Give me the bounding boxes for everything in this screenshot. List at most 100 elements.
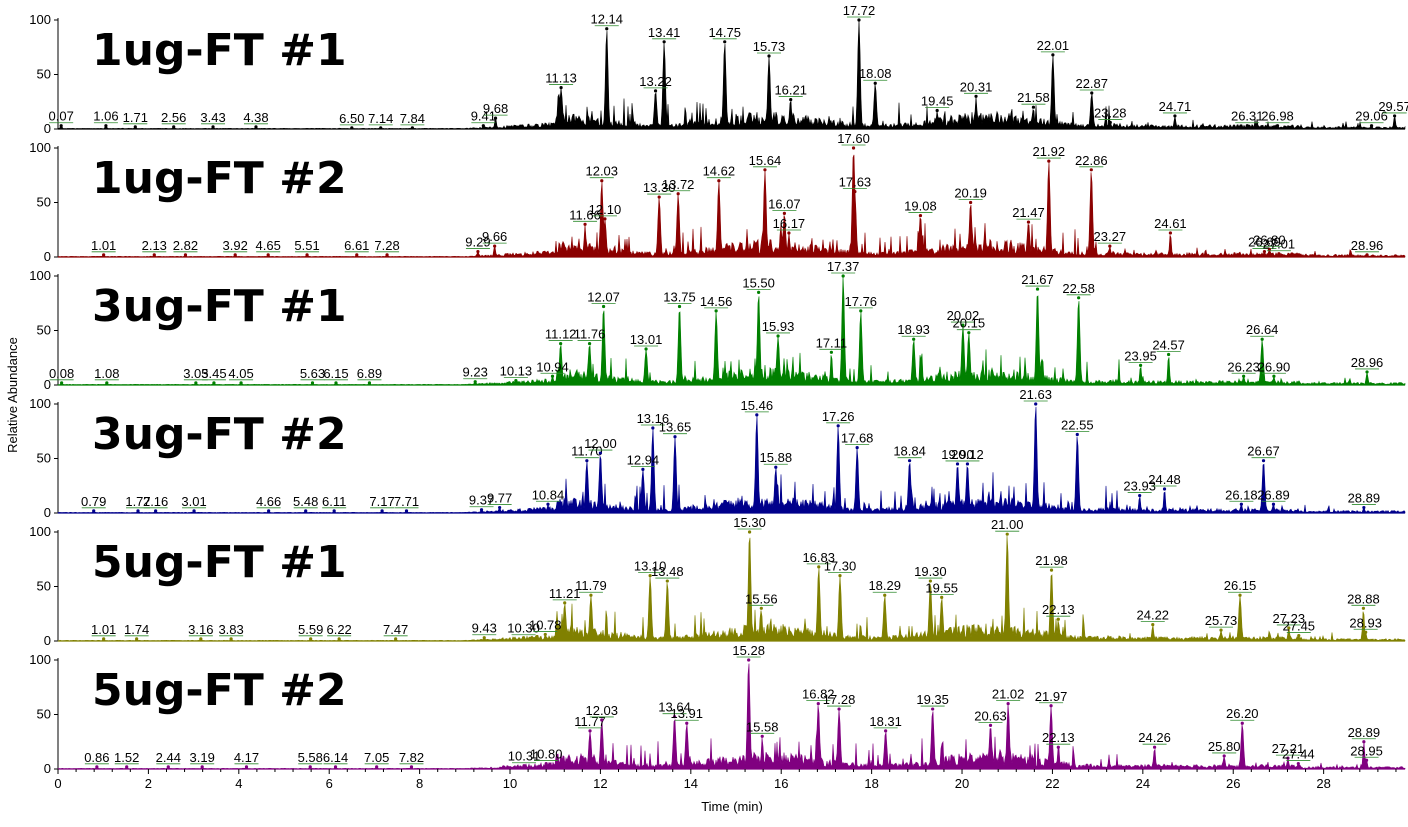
peak-label: 6.11 [322, 494, 346, 509]
peak-label: 22.86 [1075, 153, 1108, 168]
peak-label: 6.50 [339, 111, 364, 126]
chromatogram-panel: 0 50 100 1.01 2.13 2.82 3.92 4.65 5.51 6.61 7.28 9.… [29, 131, 1406, 264]
peak-label: 22.13 [1042, 602, 1075, 617]
peak-label: 14.62 [703, 164, 736, 179]
peak-label: 21.92 [1033, 144, 1066, 159]
peak-label: 21.97 [1035, 689, 1068, 704]
panel-title: 3ug-FT #1 [92, 281, 347, 332]
peak-label: 28.89 [1348, 725, 1381, 740]
peak-point [935, 108, 939, 113]
y-tick-label: 0 [44, 377, 51, 392]
peak-label: 11.79 [575, 578, 607, 593]
peak-point [1365, 253, 1369, 257]
x-tick-label: 0 [54, 776, 61, 791]
peak-point [1138, 363, 1143, 367]
peak-point [859, 309, 863, 313]
peak-label: 20.15 [953, 316, 986, 331]
peak-label: 24.22 [1137, 608, 1170, 623]
peak-label: 0.79 [81, 494, 106, 509]
peak-label: 1.08 [94, 366, 119, 381]
peak-label: 3.43 [200, 110, 225, 125]
peak-point [1267, 247, 1271, 251]
peak-point [884, 729, 888, 733]
peak-point [546, 502, 550, 506]
peak-label: 17.37 [827, 259, 860, 274]
chromatogram-panel: 0 50 100 0.86 1.52 2.44 3.19 4.17 5.58 6.14 7.05 7.… [29, 643, 1406, 776]
peak-point [304, 509, 308, 513]
peak-label: 9.66 [482, 229, 507, 244]
peak-point [1297, 633, 1301, 638]
peak-point [481, 124, 485, 128]
peak-point [851, 146, 856, 150]
peak-point [1277, 252, 1281, 256]
peak-label: 15.58 [746, 719, 779, 734]
peak-point [1361, 606, 1366, 610]
peak-point [1362, 740, 1366, 744]
peak-label: 5.48 [293, 494, 318, 509]
y-tick-label: 50 [37, 67, 51, 82]
peak-point [233, 253, 237, 257]
series-trace [57, 663, 1406, 770]
peak-label: 3.45 [201, 366, 226, 381]
peak-point [1108, 120, 1112, 125]
peak-label: 4.66 [256, 494, 281, 509]
peak-point [559, 85, 563, 90]
peak-label: 3.19 [190, 750, 215, 765]
peak-label: 18.84 [893, 444, 926, 459]
y-tick-label: 50 [37, 323, 51, 338]
peak-point [1222, 754, 1226, 758]
peak-label: 15.46 [741, 398, 774, 413]
peak-label: 9.68 [483, 101, 508, 116]
peak-label: 13.91 [670, 706, 703, 721]
peak-label: 28.96 [1351, 238, 1384, 253]
peak-label: 21.00 [991, 517, 1024, 532]
peak-label: 20.19 [954, 186, 987, 201]
x-tick-label: 2 [145, 776, 152, 791]
peak-point [135, 637, 139, 641]
peak-label: 10.30 [507, 621, 540, 636]
x-tick-label: 10 [503, 776, 517, 791]
peak-label: 1.01 [91, 622, 116, 637]
peak-point [1090, 91, 1094, 95]
peak-label: 5.58 [298, 750, 323, 765]
peak-label: 26.69 [1248, 235, 1281, 250]
peak-point [394, 637, 398, 641]
peak-point [136, 509, 140, 513]
peak-label: 9.23 [463, 365, 488, 380]
peak-label: 10.13 [500, 364, 533, 379]
peak-point [1238, 593, 1242, 597]
peak-label: 22.58 [1062, 281, 1095, 296]
peak-label: 11.66 [569, 207, 601, 222]
peak-point [1286, 756, 1290, 760]
peak-point [912, 337, 916, 341]
peak-label: 27.45 [1283, 619, 1316, 634]
peak-label: 1.74 [124, 622, 149, 637]
peak-label: 15.73 [753, 39, 786, 54]
peak-point [521, 636, 526, 640]
peak-label: 26.23 [1227, 359, 1260, 374]
peak-label: 16.83 [802, 550, 835, 565]
peak-label: 21.67 [1021, 272, 1054, 287]
peak-point [244, 765, 249, 769]
peak-point [817, 565, 821, 569]
peak-point [479, 508, 484, 512]
chromatogram-panel: 0 50 100 0.79 1.772.16 3.01 4.66 5.48 6.11 7.17 7.… [29, 387, 1406, 520]
peak-label: 0.86 [84, 750, 109, 765]
peak-point [657, 195, 661, 199]
peak-label: 17.11 [816, 335, 848, 350]
peak-point [337, 637, 341, 641]
peak-label: 17.60 [837, 131, 870, 146]
y-tick-label: 100 [29, 12, 51, 27]
peak-label: 25.80 [1208, 739, 1241, 754]
peak-point [1271, 502, 1276, 506]
peak-label: 17.28 [823, 692, 856, 707]
peak-point [1219, 628, 1223, 632]
peak-label: 1.01 [91, 238, 116, 253]
peak-point [1364, 630, 1368, 634]
x-tick-label: 4 [235, 776, 242, 791]
peak-label: 16.82 [802, 687, 835, 702]
peak-label: 24.48 [1148, 472, 1181, 487]
peak-point [1162, 487, 1167, 491]
peak-label: 6.14 [323, 750, 348, 765]
